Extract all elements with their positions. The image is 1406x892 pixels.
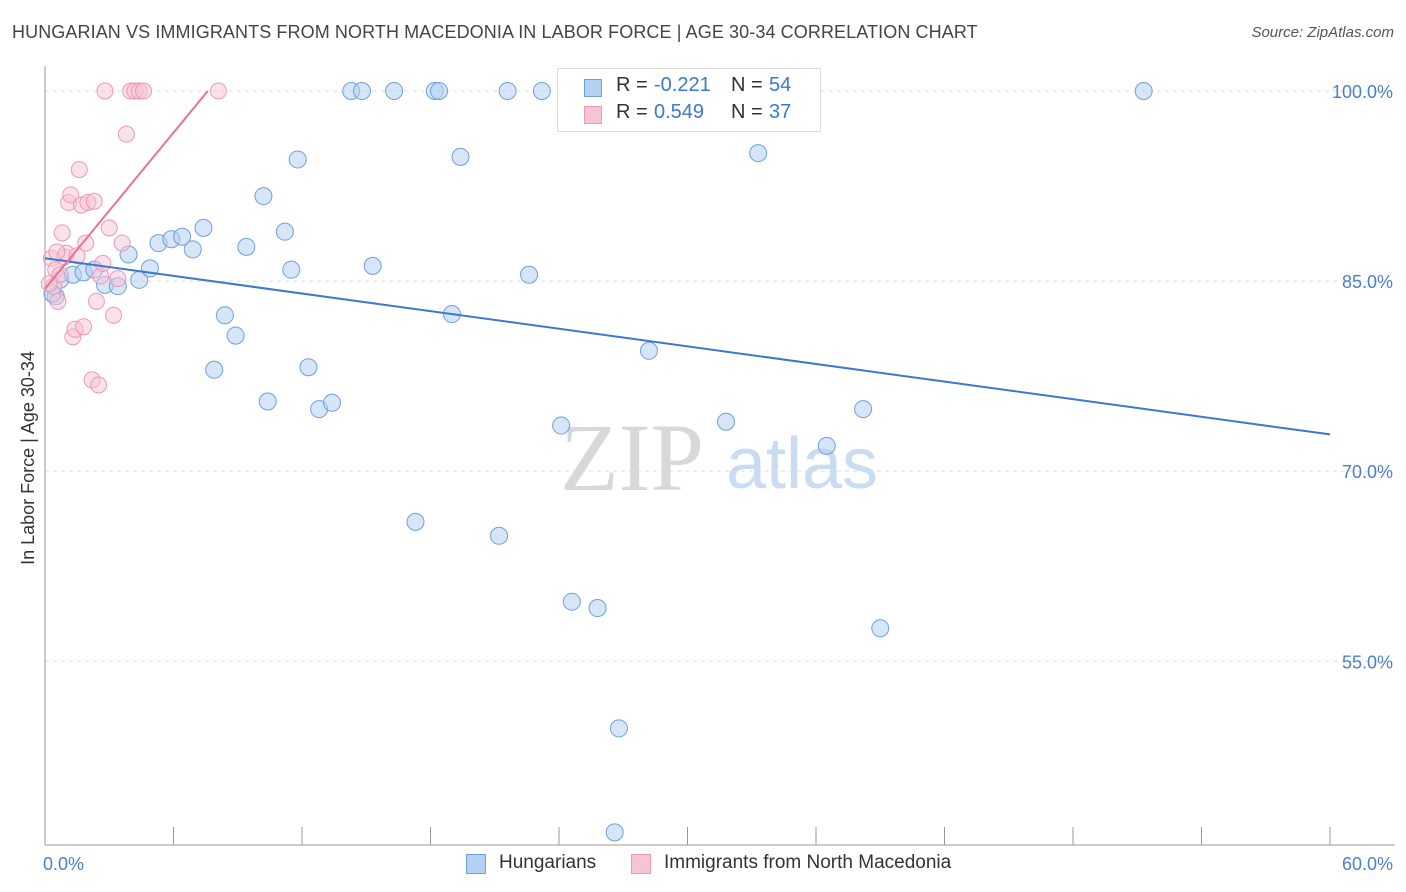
point-north-macedonia xyxy=(135,82,153,100)
point-north-macedonia xyxy=(90,376,108,394)
series-legend: Hungarians Immigrants from North Macedon… xyxy=(0,852,1406,878)
watermark-atlas: atlas xyxy=(726,424,878,504)
point-north-macedonia xyxy=(113,234,131,252)
point-north-macedonia xyxy=(94,254,112,272)
watermark-zip: ZIP xyxy=(560,404,704,511)
point-north-macedonia xyxy=(105,306,123,324)
y-tick-label: 70.0% xyxy=(1342,462,1393,482)
point-hungarians xyxy=(1134,82,1153,101)
point-hungarians xyxy=(854,400,873,419)
point-hungarians xyxy=(871,619,890,638)
point-north-macedonia xyxy=(53,224,71,242)
point-hungarians xyxy=(183,240,202,259)
trend-line-hungarians xyxy=(44,257,1331,436)
trend-line-north-macedonia xyxy=(44,90,209,290)
y-axis-label: In Labor Force | Age 30-34 xyxy=(18,351,38,565)
gridlines xyxy=(45,90,1390,662)
source-label: Source: ZipAtlas.com xyxy=(1251,24,1394,41)
point-hungarians xyxy=(237,237,256,256)
point-hungarians xyxy=(562,592,581,611)
point-hungarians xyxy=(173,227,192,246)
point-hungarians xyxy=(609,719,628,738)
watermark: ZIP atlas xyxy=(560,404,878,511)
point-hungarians xyxy=(194,218,213,237)
point-hungarians xyxy=(532,82,551,101)
point-north-macedonia xyxy=(48,243,66,261)
point-hungarians xyxy=(552,416,571,435)
point-north-macedonia xyxy=(209,82,227,100)
point-hungarians xyxy=(520,265,539,284)
legend-label-hungarians: Hungarians xyxy=(499,852,597,873)
point-north-macedonia xyxy=(100,219,118,237)
legend-swatch-blue xyxy=(466,854,486,874)
point-north-macedonia xyxy=(49,292,67,310)
point-north-macedonia xyxy=(62,186,80,204)
axes xyxy=(44,66,1395,846)
point-hungarians xyxy=(639,341,658,360)
point-hungarians xyxy=(430,82,449,101)
legend-r-value: 0.549 xyxy=(654,101,705,123)
point-hungarians xyxy=(275,222,294,241)
point-hungarians xyxy=(451,147,470,166)
series-hungarians xyxy=(43,82,1153,842)
point-hungarians xyxy=(299,358,318,377)
point-hungarians xyxy=(406,512,425,531)
point-hungarians xyxy=(254,187,273,206)
y-tick-label: 55.0% xyxy=(1342,652,1393,672)
point-north-macedonia xyxy=(77,234,95,252)
point-hungarians xyxy=(205,360,224,379)
legend-swatch-pink xyxy=(584,106,602,124)
point-hungarians xyxy=(385,82,404,101)
correlation-legend: R = -0.221 N = 54 R = 0.549 N = 37 xyxy=(557,68,821,132)
y-tick-label: 100.0% xyxy=(1332,82,1393,102)
point-hungarians xyxy=(288,150,307,169)
point-hungarians xyxy=(817,436,836,455)
legend-n-label: N = xyxy=(731,101,763,123)
point-hungarians xyxy=(363,256,382,275)
legend-n-label: N = xyxy=(731,74,763,96)
point-hungarians xyxy=(322,393,341,412)
point-north-macedonia xyxy=(85,192,103,210)
point-hungarians xyxy=(588,599,607,618)
legend-r-label: R = xyxy=(616,74,648,96)
point-hungarians xyxy=(605,823,624,842)
x-tick-label: 60.0% xyxy=(1342,854,1393,874)
legend-label-north-macedonia: Immigrants from North Macedonia xyxy=(664,852,952,873)
chart-title: HUNGARIAN VS IMMIGRANTS FROM NORTH MACED… xyxy=(12,22,978,42)
point-hungarians xyxy=(490,526,509,545)
legend-n-value: 54 xyxy=(769,74,792,96)
point-north-macedonia xyxy=(109,270,127,288)
tick-labels: 55.0% 70.0% 85.0% 100.0% 0.0% 60.0% xyxy=(43,82,1393,874)
series-north-macedonia xyxy=(40,82,227,394)
point-north-macedonia xyxy=(96,82,114,100)
y-tick-label: 85.0% xyxy=(1342,272,1393,292)
legend-r-label: R = xyxy=(616,101,648,123)
point-hungarians xyxy=(352,82,371,101)
point-hungarians xyxy=(258,392,277,411)
trend-lines xyxy=(44,90,1331,436)
point-hungarians xyxy=(749,144,768,163)
legend-n-value: 37 xyxy=(769,101,792,123)
point-hungarians xyxy=(498,82,517,101)
x-tick-label: 0.0% xyxy=(43,854,84,874)
point-hungarians xyxy=(226,326,245,345)
point-north-macedonia xyxy=(68,247,86,265)
point-hungarians xyxy=(282,260,301,279)
legend-r-value: -0.221 xyxy=(654,74,711,96)
point-north-macedonia xyxy=(87,292,105,310)
legend-swatch-blue xyxy=(584,79,602,97)
point-hungarians xyxy=(717,412,736,431)
legend-swatch-pink xyxy=(631,854,651,874)
point-hungarians xyxy=(215,306,234,325)
point-north-macedonia xyxy=(75,318,93,336)
point-north-macedonia xyxy=(70,161,88,179)
point-north-macedonia xyxy=(117,125,135,143)
